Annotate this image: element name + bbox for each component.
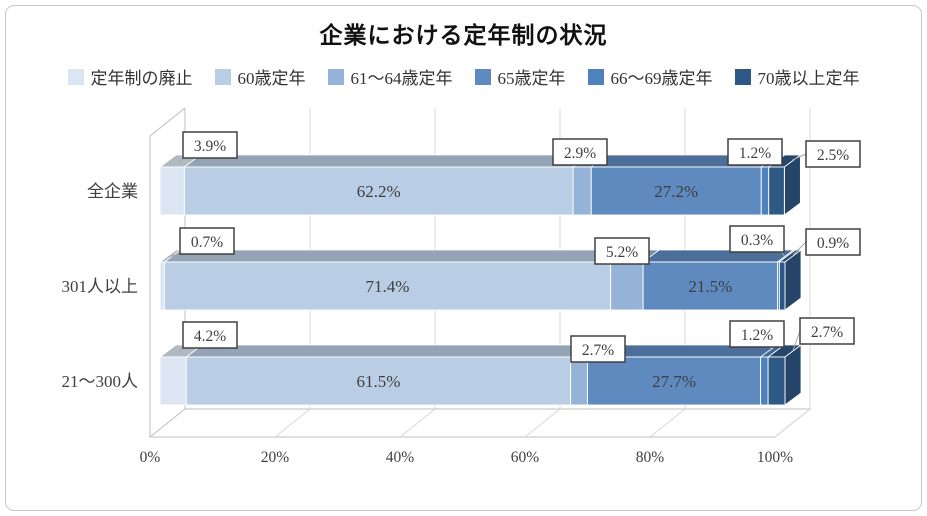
bar-segment	[159, 356, 187, 406]
legend-item: 定年制の廃止	[67, 64, 193, 89]
legend: 定年制の廃止 60歳定年 61～64歳定年 65歳定年 66～69歳定年 70歳以上定年	[0, 64, 927, 89]
bar-segment	[767, 356, 786, 406]
wall-top-edge	[149, 107, 186, 137]
data-label: 71.4%	[366, 277, 410, 296]
bar-segment	[587, 356, 762, 406]
data-label-callout	[179, 227, 235, 255]
x-axis-tick-label: 20%	[261, 449, 290, 466]
bar-segment	[610, 261, 644, 311]
bar-segment	[778, 261, 786, 311]
x-axis-tick-label: 0%	[140, 449, 161, 466]
chart-svg: 62.2% 27.2% 全企業 71.4% 21.5% 301人以上 61.5% 27.7% 2…	[62, 107, 861, 466]
bar-segment	[642, 261, 778, 311]
data-label-callout	[805, 140, 861, 168]
legend-item: 70歳以上定年	[734, 64, 860, 89]
data-label: 21.5%	[688, 277, 732, 296]
data-label: 61.5%	[356, 372, 400, 391]
data-label: 62.2%	[357, 182, 401, 201]
data-label: 0.3%	[741, 232, 773, 249]
data-label-callout	[799, 317, 855, 345]
legend-swatch	[734, 68, 751, 85]
bar-segment-top	[183, 154, 591, 168]
legend-swatch	[327, 68, 344, 85]
legend-label: 61～64歳定年	[350, 69, 453, 88]
legend-swatch	[474, 68, 491, 85]
callout-leader-line	[792, 241, 807, 256]
chart-title: 企業における定年制の状況	[319, 23, 608, 48]
category-label: 301人以上	[62, 277, 139, 296]
x-axis-tick-label: 100%	[757, 449, 793, 466]
data-label: 0.7%	[191, 234, 223, 251]
bar-segment	[159, 166, 185, 216]
bar-segment	[760, 356, 769, 406]
bar-segment	[572, 166, 592, 216]
floor-tick-line	[399, 408, 436, 438]
data-label: 5.2%	[606, 244, 638, 261]
data-label: 2.7%	[582, 342, 614, 359]
data-label: 27.2%	[654, 182, 698, 201]
bar-segment	[760, 166, 770, 216]
data-label: 0.9%	[817, 235, 849, 252]
legend-label: 70歳以上定年	[757, 69, 860, 88]
floor-tick-line	[274, 408, 311, 438]
data-label-callout	[182, 131, 238, 159]
legend-item: 66～69歳定年	[587, 64, 713, 89]
legend-item: 60歳定年	[214, 64, 306, 89]
data-label-callout	[805, 228, 861, 256]
data-label: 3.9%	[194, 138, 226, 155]
floor-tick-line	[649, 408, 686, 438]
floor-tick-line	[774, 408, 811, 438]
data-label-callout	[594, 237, 650, 265]
category-label: 全企業	[87, 182, 138, 201]
data-label-callout	[727, 138, 783, 166]
data-label-callout	[729, 225, 785, 253]
legend-label: 定年制の廃止	[90, 69, 193, 88]
bar-segment	[163, 261, 612, 311]
data-label-callout	[182, 321, 238, 349]
data-label: 1.2%	[739, 145, 771, 162]
bar-segment-top	[185, 344, 588, 358]
callout-leader-line	[792, 330, 801, 351]
data-label-callout	[570, 335, 626, 363]
x-axis-tick-label: 40%	[386, 449, 415, 466]
legend-item: 65歳定年	[474, 64, 566, 89]
legend-swatch	[214, 68, 231, 85]
legend-swatch	[587, 68, 604, 85]
bar-segment	[768, 166, 785, 216]
bar-segment	[183, 166, 574, 216]
data-label: 27.7%	[652, 372, 696, 391]
data-label: 2.5%	[817, 147, 849, 164]
data-label: 4.2%	[194, 328, 226, 345]
bar-segment	[570, 356, 588, 406]
legend-swatch	[67, 68, 84, 85]
legend-item: 61～64歳定年	[327, 64, 453, 89]
data-label: 1.2%	[741, 327, 773, 344]
bar-segment	[185, 356, 572, 406]
x-axis-tick-label: 80%	[636, 449, 665, 466]
legend-label: 65歳定年	[497, 69, 566, 88]
legend-label: 66～69歳定年	[610, 69, 713, 88]
data-label-callout	[729, 320, 785, 348]
bar-segment	[159, 261, 165, 311]
callout-leader-line	[792, 153, 807, 161]
legend-label: 60歳定年	[237, 69, 306, 88]
data-label-callout	[552, 138, 608, 166]
category-label: 21～300人	[62, 372, 139, 391]
x-axis-tick-label: 60%	[511, 449, 540, 466]
bar-segment	[590, 166, 762, 216]
floor-tick-line	[524, 408, 561, 438]
chart-floor	[148, 408, 812, 438]
data-label: 2.9%	[564, 145, 596, 162]
data-label: 2.7%	[811, 324, 843, 341]
